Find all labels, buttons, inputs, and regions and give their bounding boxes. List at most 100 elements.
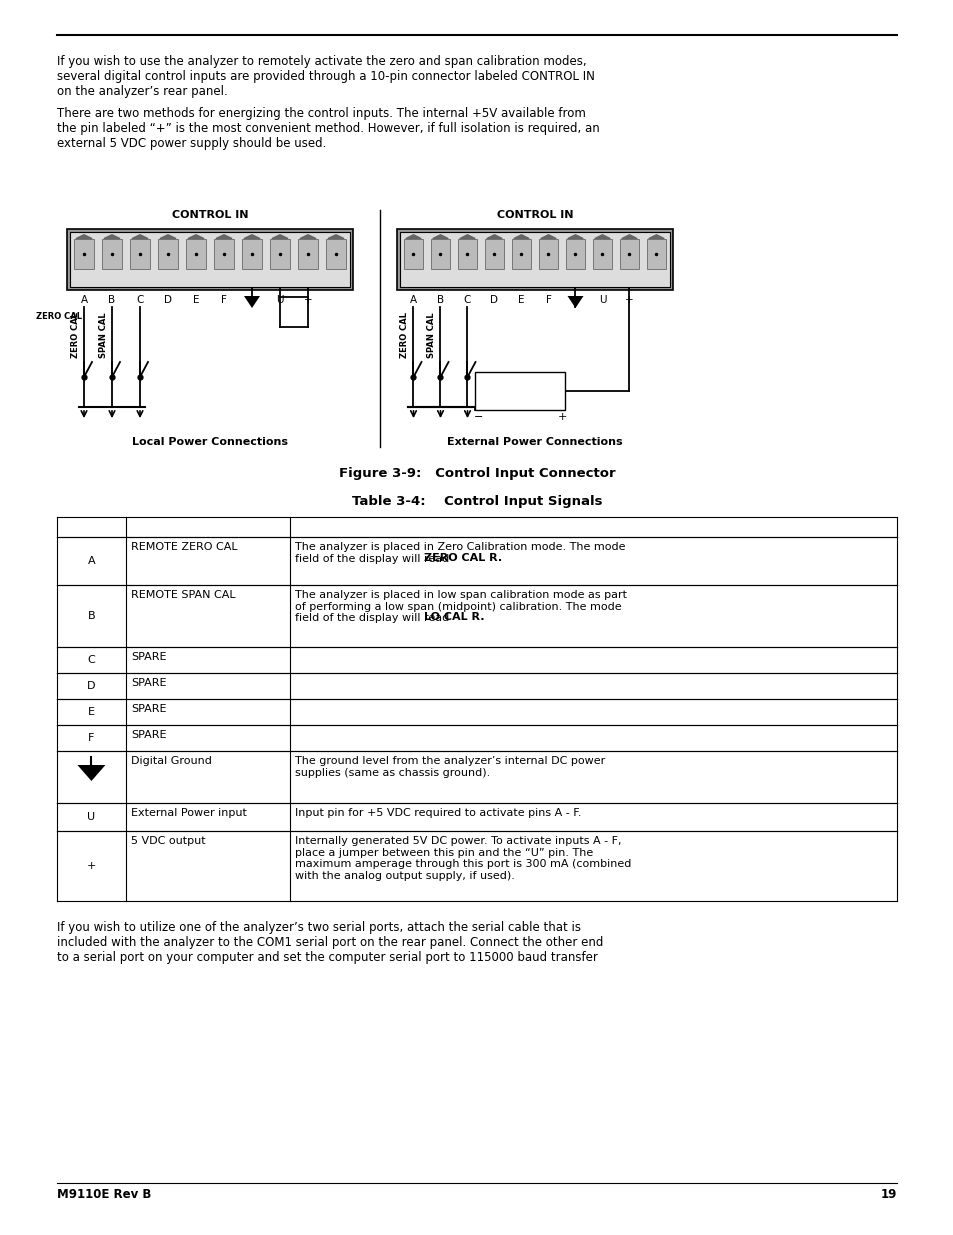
Bar [396, 228, 672, 290]
Text: A: A [88, 556, 95, 566]
Polygon shape [299, 235, 315, 238]
Bar [270, 238, 290, 269]
Text: C: C [463, 295, 471, 305]
Text: F: F [221, 295, 227, 305]
Text: ZERO CAL R.: ZERO CAL R. [423, 553, 501, 563]
Text: The analyzer is placed in low span calibration mode as part
of performing a low : The analyzer is placed in low span calib… [294, 590, 626, 624]
Text: E: E [88, 706, 95, 718]
Bar [431, 238, 450, 269]
Text: External Power Connections: External Power Connections [447, 437, 622, 447]
Bar [158, 238, 178, 269]
Polygon shape [567, 235, 582, 238]
Bar [646, 238, 665, 269]
Text: If you wish to use the analyzer to remotely activate the zero and span calibrati: If you wish to use the analyzer to remot… [57, 56, 595, 98]
Text: The analyzer is placed in Zero Calibration mode. The mode
field of the display w: The analyzer is placed in Zero Calibrati… [294, 542, 624, 563]
Text: B: B [436, 295, 443, 305]
Text: SPARE: SPARE [131, 652, 166, 662]
Bar [70, 232, 350, 287]
Text: ZERO CAL: ZERO CAL [36, 312, 82, 321]
Text: F: F [89, 734, 94, 743]
Bar [213, 238, 233, 269]
Text: D: D [164, 295, 172, 305]
Text: CONTROL IN: CONTROL IN [497, 210, 573, 220]
Bar [565, 238, 584, 269]
Polygon shape [215, 235, 232, 238]
Polygon shape [433, 235, 448, 238]
Bar [326, 238, 346, 269]
Text: +: + [558, 412, 567, 422]
Text: C: C [88, 655, 95, 664]
Bar [403, 238, 423, 269]
Polygon shape [104, 235, 120, 238]
Bar [511, 238, 531, 269]
Text: M9110E Rev B: M9110E Rev B [57, 1188, 152, 1200]
Bar [102, 238, 122, 269]
Polygon shape [244, 235, 260, 238]
Text: B: B [88, 611, 95, 621]
Polygon shape [486, 235, 501, 238]
Bar [399, 232, 669, 287]
Text: SPARE: SPARE [131, 704, 166, 714]
Text: Internally generated 5V DC power. To activate inputs A - F,
place a jumper betwe: Internally generated 5V DC power. To act… [294, 836, 630, 881]
Text: E: E [517, 295, 524, 305]
Text: External Power input: External Power input [131, 808, 247, 818]
Text: D: D [87, 680, 95, 692]
Polygon shape [648, 235, 663, 238]
Bar [484, 238, 504, 269]
Text: 19: 19 [880, 1188, 896, 1200]
Text: Local Power Connections: Local Power Connections [132, 437, 288, 447]
Text: ZERO CAL: ZERO CAL [400, 312, 409, 358]
Polygon shape [405, 235, 421, 238]
Text: B: B [109, 295, 115, 305]
Text: E: E [193, 295, 199, 305]
Text: Digital Ground: Digital Ground [131, 756, 212, 766]
Text: CONTROL IN: CONTROL IN [172, 210, 248, 220]
Polygon shape [459, 235, 475, 238]
Polygon shape [513, 235, 529, 238]
Bar [242, 238, 262, 269]
Text: A: A [410, 295, 416, 305]
Text: 5 VDC output: 5 VDC output [131, 836, 205, 846]
Polygon shape [567, 296, 583, 308]
Text: There are two methods for energizing the control inputs. The internal +5V availa: There are two methods for energizing the… [57, 107, 599, 149]
Bar [592, 238, 612, 269]
Text: LO CAL R.: LO CAL R. [423, 611, 483, 621]
Bar [186, 238, 206, 269]
Polygon shape [76, 235, 92, 238]
Text: 5 VDC Power: 5 VDC Power [491, 382, 549, 391]
Text: Figure 3-9:   Control Input Connector: Figure 3-9: Control Input Connector [338, 467, 615, 480]
Text: REMOTE ZERO CAL: REMOTE ZERO CAL [131, 542, 237, 552]
Text: C: C [136, 295, 144, 305]
Bar [67, 228, 353, 290]
Bar [73, 238, 94, 269]
Text: SPAN CAL: SPAN CAL [427, 312, 436, 358]
Bar [619, 238, 639, 269]
Text: −: − [474, 412, 482, 422]
Text: +: + [87, 861, 96, 871]
Text: U: U [276, 295, 283, 305]
Text: ZERO CAL: ZERO CAL [71, 312, 80, 358]
Text: SPAN CAL: SPAN CAL [99, 312, 108, 358]
Text: +: + [303, 295, 312, 305]
Bar [457, 238, 476, 269]
Text: If you wish to utilize one of the analyzer’s two serial ports, attach the serial: If you wish to utilize one of the analyz… [57, 921, 602, 965]
Bar [130, 238, 150, 269]
Polygon shape [77, 764, 106, 781]
Polygon shape [540, 235, 556, 238]
Polygon shape [132, 235, 148, 238]
Polygon shape [594, 235, 610, 238]
Text: SPARE: SPARE [131, 730, 166, 740]
Text: U: U [88, 811, 95, 823]
Polygon shape [188, 235, 204, 238]
Text: U: U [598, 295, 605, 305]
Text: Supply: Supply [504, 394, 536, 403]
Text: A: A [80, 295, 88, 305]
Bar [475, 372, 565, 410]
Polygon shape [621, 235, 637, 238]
Bar [538, 238, 558, 269]
Polygon shape [244, 296, 260, 308]
Polygon shape [160, 235, 176, 238]
Text: F: F [545, 295, 551, 305]
Polygon shape [272, 235, 288, 238]
Text: Input pin for +5 VDC required to activate pins A - F.: Input pin for +5 VDC required to activat… [294, 808, 580, 818]
